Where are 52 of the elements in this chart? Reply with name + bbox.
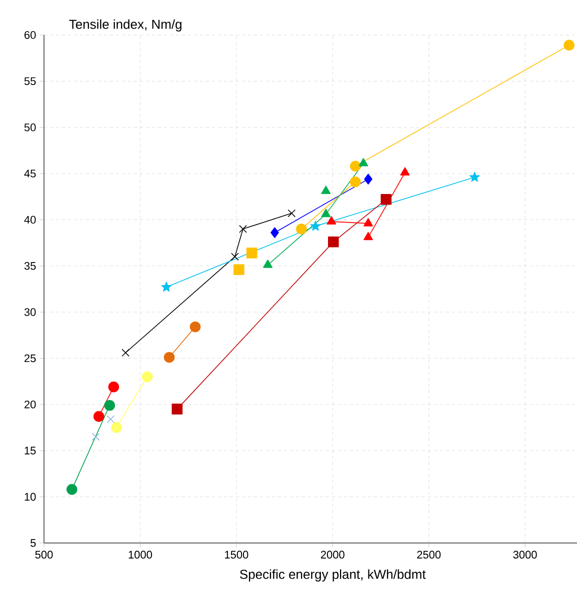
point (469, 172, 480, 182)
y-tick-label: 10 (24, 492, 36, 501)
point (92, 432, 100, 441)
point (350, 176, 360, 188)
y-tick-label: 40 (24, 216, 36, 224)
point (160, 282, 172, 292)
y-tick-label: 35 (24, 262, 36, 270)
point (233, 264, 244, 275)
point (110, 422, 122, 433)
y-tick-label: 25 (24, 354, 36, 362)
y-tick-label: 60 (24, 31, 36, 39)
point (320, 186, 330, 194)
x-tick-label: 2000 (320, 550, 344, 559)
point (190, 321, 200, 332)
x-tick-label: 2500 (416, 550, 440, 559)
point (287, 209, 296, 218)
y-tick-label: 50 (24, 123, 36, 132)
y-tick-label: 15 (24, 446, 36, 454)
x-axis-title: Specific energy plant, kWh/bdmt (240, 569, 426, 582)
y-tick-label: 5 (30, 539, 36, 547)
point (246, 248, 257, 258)
point (104, 400, 115, 411)
point (142, 371, 152, 382)
point (230, 252, 239, 261)
y-tick-label: 45 (24, 170, 36, 178)
x-tick-label: 500 (35, 550, 52, 559)
point (364, 174, 372, 184)
y-tick-label: 55 (24, 77, 36, 86)
y-axis-title: Tensile index, Nm/g (68, 19, 182, 32)
x-tick-label: 3000 (512, 550, 537, 559)
point (328, 236, 339, 248)
point (172, 404, 182, 414)
point (350, 160, 360, 172)
point (320, 208, 330, 218)
point (108, 382, 119, 392)
point (106, 415, 114, 424)
point (563, 40, 574, 51)
y-tick-label: 30 (24, 308, 36, 316)
point (296, 224, 307, 234)
x-tick-label: 1500 (224, 550, 248, 559)
point (358, 158, 368, 166)
point (121, 348, 130, 357)
point (93, 411, 104, 422)
point (66, 484, 78, 495)
point (238, 225, 247, 233)
x-tick-label: 1000 (128, 550, 152, 559)
point (310, 220, 320, 231)
y-tick-label: 20 (24, 400, 36, 408)
point (262, 260, 272, 268)
point (270, 227, 279, 238)
point (380, 194, 392, 205)
point (164, 352, 174, 363)
